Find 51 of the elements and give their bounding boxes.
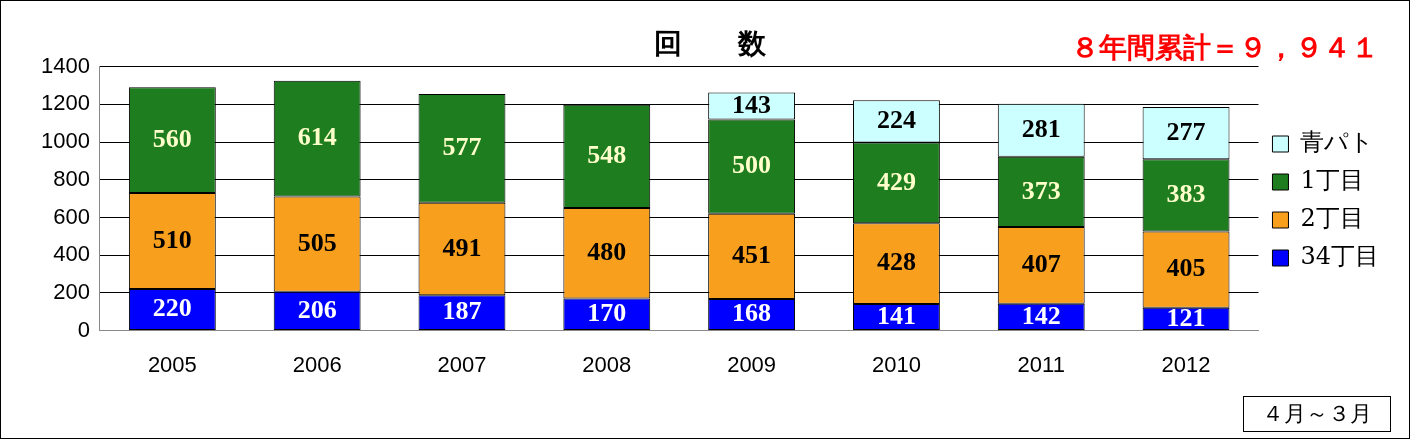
y-tick-label: 400 (53, 241, 90, 267)
data-label: 277 (1166, 116, 1206, 146)
x-tick-label: 2009 (727, 351, 777, 377)
text: ４月～３月 (1243, 396, 1391, 432)
data-label: 281 (1021, 113, 1061, 143)
x-tick-label: 2011 (1017, 351, 1065, 377)
data-label: 142 (1021, 300, 1061, 330)
data-label: 407 (1021, 249, 1061, 279)
y-tick-label: 0 (77, 316, 90, 342)
data-label: 428 (876, 247, 916, 277)
data-label: 383 (1166, 179, 1206, 209)
chart-title: 回 数 (654, 27, 767, 61)
text: ８年間累計＝９，９４１ (1071, 30, 1379, 66)
legend-label: 34丁目 (1300, 242, 1380, 271)
data-label: 614 (297, 122, 337, 152)
y-tick-label: 200 (53, 278, 90, 304)
data-label: 480 (587, 237, 627, 266)
data-label: 491 (442, 232, 482, 262)
data-label: 505 (297, 227, 337, 257)
data-label: 121 (1166, 302, 1206, 332)
y-tick-label: 1400 (40, 52, 90, 78)
y-tick-label: 1000 (40, 128, 90, 154)
legend-label: 2丁目 (1300, 204, 1364, 233)
legend-label: 1丁目 (1300, 166, 1364, 195)
legend-label: 青パト (1300, 128, 1375, 157)
data-label: 168 (732, 298, 772, 328)
data-label: 560 (152, 123, 192, 153)
data-label: 577 (442, 132, 482, 162)
data-label: 224 (876, 105, 916, 134)
x-tick-label: 2006 (292, 351, 342, 377)
x-tick-label: 2007 (437, 351, 487, 377)
x-tick-label: 2010 (871, 351, 921, 377)
data-label: 429 (876, 166, 916, 196)
x-tick-label: 2005 (147, 351, 197, 377)
data-label: 187 (442, 296, 482, 326)
x-tick-label: 2008 (582, 351, 632, 377)
data-label: 510 (152, 224, 192, 254)
data-label: 220 (152, 293, 192, 323)
data-label: 170 (587, 298, 627, 328)
data-label: 373 (1021, 175, 1061, 205)
y-tick-label: 1200 (40, 90, 90, 116)
x-tick-label: 2012 (1161, 351, 1211, 377)
y-tick-label: 800 (53, 165, 90, 191)
data-label: 500 (732, 150, 772, 180)
y-tick-label: 600 (53, 203, 90, 229)
data-label: 405 (1166, 253, 1206, 283)
data-label: 143 (732, 89, 772, 119)
data-label: 141 (876, 300, 916, 330)
data-label: 548 (587, 140, 627, 170)
data-label: 206 (297, 294, 337, 324)
data-label: 451 (732, 240, 772, 270)
